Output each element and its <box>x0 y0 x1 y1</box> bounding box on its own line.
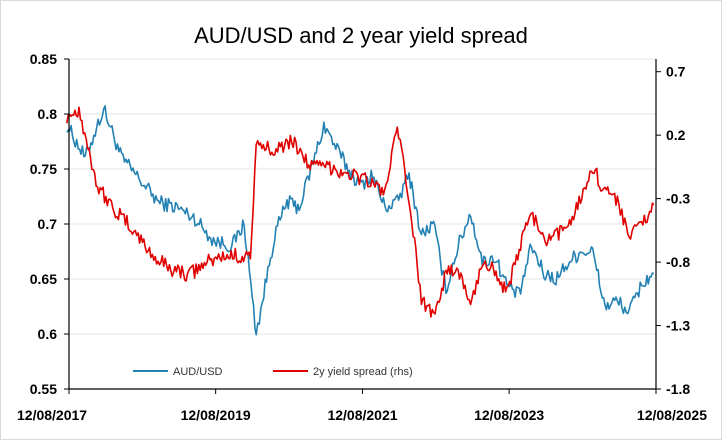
x-tick-label: 12/08/2017 <box>17 407 87 423</box>
y-left-tick-label: 0.75 <box>30 161 57 177</box>
y-right-tick-label: -1.3 <box>666 318 690 334</box>
legend-label-yield-spread: 2y yield spread (rhs) <box>313 366 413 378</box>
y-right-tick-label: 0.2 <box>666 127 686 143</box>
x-tick-label: 12/08/2023 <box>474 407 544 423</box>
legend-label-audusd: AUD/USD <box>173 366 223 378</box>
legend: AUD/USD 2y yield spread (rhs) <box>133 366 413 378</box>
x-tick-label: 12/08/2019 <box>181 407 251 423</box>
x-tick-label: 12/08/2021 <box>327 407 397 423</box>
y-left-tick-label: 0.8 <box>38 106 58 122</box>
axes: 0.85 0.8 0.75 0.7 0.65 0.6 0.55 0.7 0.2 -0.3 -0.8 -… <box>17 51 707 423</box>
x-tick-label: 12/08/2025 <box>637 407 707 423</box>
y-left-tick-label: 0.85 <box>30 51 57 67</box>
series-line-1 <box>66 106 655 318</box>
y-right-tick-label: -1.8 <box>666 381 690 397</box>
chart-title: AUD/USD and 2 year yield spread <box>194 23 528 48</box>
y-right-tick-label: -0.3 <box>666 191 690 207</box>
y-right-tick-label: -0.8 <box>666 254 690 270</box>
y-left-tick-label: 0.6 <box>38 326 58 342</box>
y-left-tick-label: 0.55 <box>30 381 57 397</box>
y-left-tick-label: 0.65 <box>30 271 57 287</box>
y-right-tick-label: 0.7 <box>666 64 686 80</box>
series-line-0 <box>66 105 655 336</box>
series-lines <box>66 105 655 336</box>
y-left-tick-label: 0.7 <box>38 216 58 232</box>
